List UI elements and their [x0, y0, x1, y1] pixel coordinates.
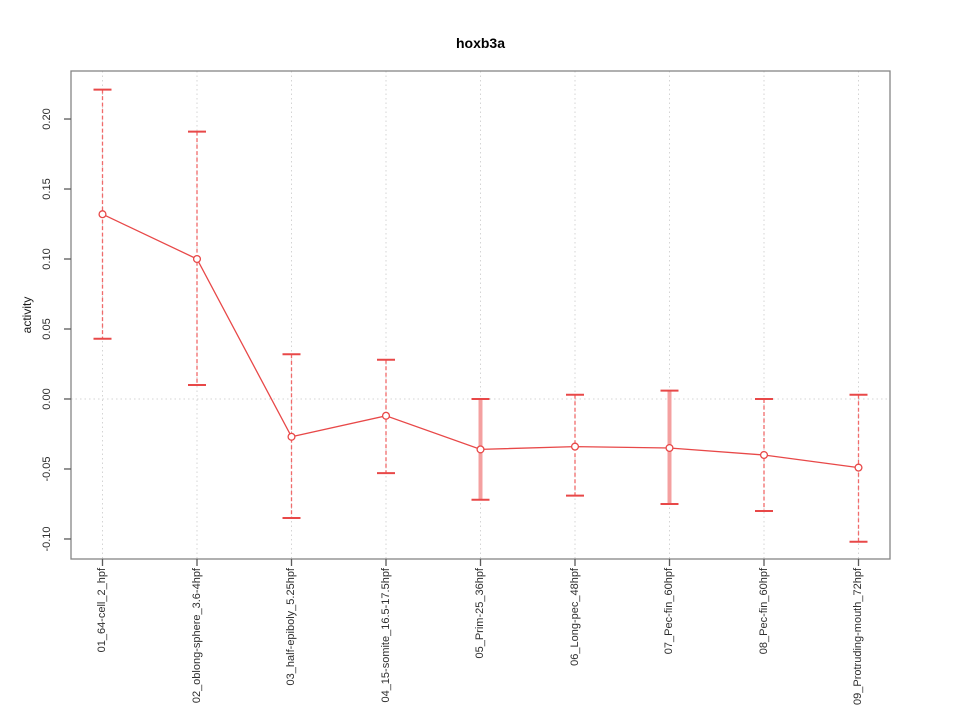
x-category-label: 02_oblong-sphere_3.6-4hpf	[190, 568, 203, 704]
y-tick-label: -0.05	[41, 456, 53, 482]
data-point-marker	[192, 254, 202, 264]
y-tick-label: 0.05	[41, 318, 53, 340]
data-point-marker	[98, 210, 107, 219]
data-point-marker	[287, 432, 296, 441]
x-category-label: 08_Pec-fin_60hpf	[757, 568, 770, 655]
y-tick-label: -0.10	[41, 526, 53, 552]
x-category-label: 01_64-cell_2_hpf	[96, 568, 108, 653]
x-category-label: 06_Long-pec_48hpf	[568, 568, 581, 666]
y-tick-label: 0.20	[41, 108, 53, 130]
y-tick-label: 0.00	[41, 388, 53, 410]
chart-title: hoxb3a	[455, 35, 505, 51]
data-point-marker	[854, 463, 863, 472]
x-category-label: 05_Prim-25_36hpf	[474, 568, 486, 659]
x-category-label: 07_Pec-fin_60hpf	[663, 568, 675, 655]
x-category-label: 09_Protruding-mouth_72hpf	[852, 568, 864, 705]
x-category-label: 03_half-epiboly_5.25hpf	[285, 568, 297, 686]
data-point-marker	[759, 450, 769, 460]
data-point-marker	[570, 442, 580, 451]
data-point-marker	[381, 411, 391, 420]
y-tick-label: 0.15	[41, 178, 53, 200]
data-point-marker	[476, 445, 485, 454]
y-tick-label: 0.10	[41, 248, 53, 270]
data-point-marker	[665, 443, 674, 453]
x-category-label: 04_15-somite_16.5-17.5hpf	[379, 568, 392, 703]
